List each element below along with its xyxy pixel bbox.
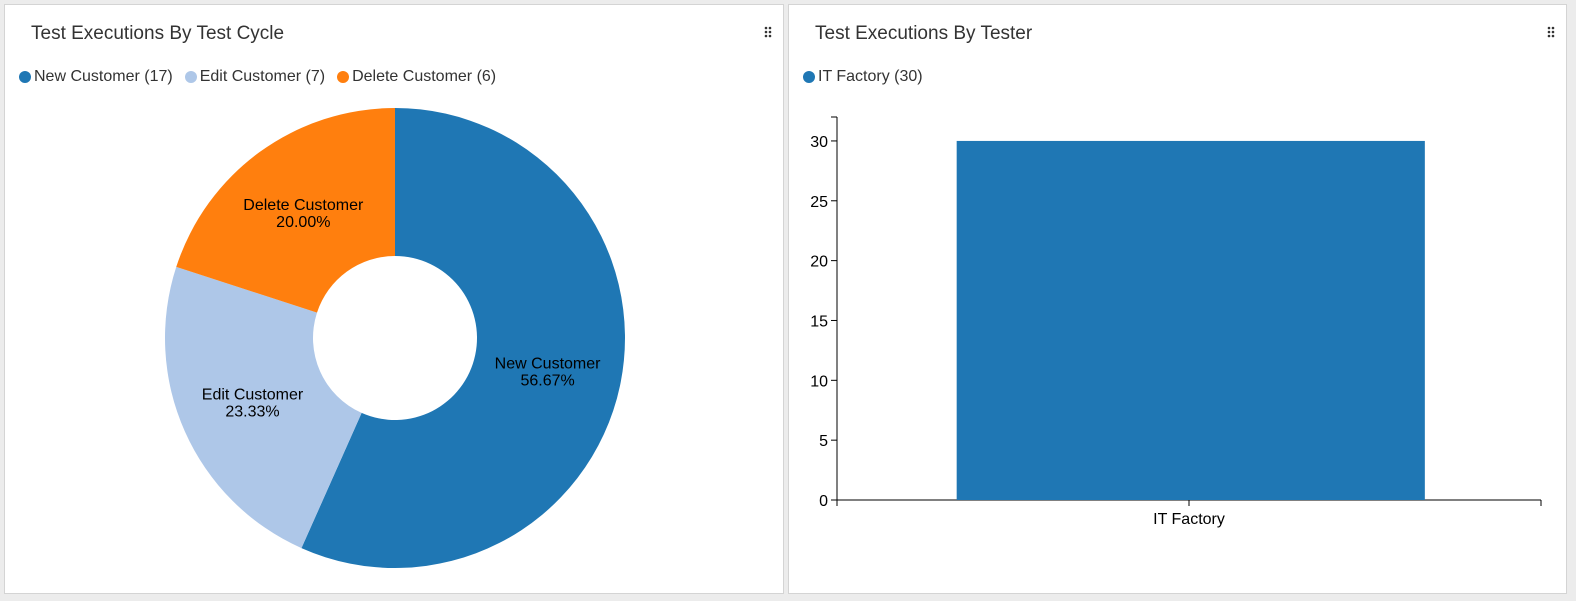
- slice-edit-customer[interactable]: [164, 266, 362, 549]
- legend-label: New Customer (17): [34, 68, 173, 85]
- slice-percent-label: 56.67%: [520, 372, 574, 389]
- y-tick-label: 10: [810, 373, 828, 390]
- y-tick-label: 20: [810, 254, 828, 271]
- bar-chart: 0 5 10 15 20 25 30 IT Factory: [810, 116, 1542, 528]
- slice-label: Delete Customer: [243, 197, 364, 214]
- y-tick-label: 30: [810, 134, 828, 151]
- y-tick-label: 5: [819, 433, 828, 450]
- legend-item-delete-customer[interactable]: Delete Customer (6): [337, 68, 496, 86]
- legend-dot: [184, 71, 197, 83]
- slice-delete-customer[interactable]: [176, 108, 395, 313]
- panel-title: Test Executions By Test Cycle: [31, 23, 285, 44]
- panel-title: Test Executions By Tester: [815, 23, 1033, 44]
- slice-percent-label: 20.00%: [276, 214, 330, 231]
- bar-it-factory[interactable]: [956, 140, 1425, 500]
- legend-dot: [337, 71, 350, 83]
- legend-item-it-factory[interactable]: IT Factory (30): [803, 68, 923, 86]
- drag-handle-icon[interactable]: [1546, 25, 1556, 39]
- slice-label: Edit Customer: [202, 386, 304, 403]
- y-tick-label: 25: [810, 194, 828, 211]
- test-cycle-panel: Test Executions By Test Cycle New Custom…: [4, 4, 784, 594]
- tester-panel: Test Executions By Tester IT Factory (30…: [788, 4, 1567, 594]
- x-tick-label: IT Factory: [1153, 511, 1225, 528]
- legend-label: IT Factory (30): [818, 68, 923, 85]
- drag-handle-icon[interactable]: [763, 25, 773, 39]
- legend-dot: [19, 71, 31, 83]
- legend-dot: [803, 71, 815, 83]
- chart-legend: New Customer (17) Edit Customer (7) Dele…: [19, 68, 496, 86]
- legend-label: Delete Customer (6): [352, 68, 497, 85]
- legend-item-edit-customer[interactable]: Edit Customer (7): [184, 68, 326, 86]
- chart-legend: IT Factory (30): [803, 68, 923, 86]
- legend-label: Edit Customer (7): [199, 68, 326, 85]
- y-tick-label: 0: [819, 493, 828, 510]
- slice-percent-label: 23.33%: [225, 403, 279, 420]
- slice-new-customer[interactable]: [301, 108, 625, 568]
- y-tick-label: 15: [810, 313, 828, 330]
- legend-item-new-customer[interactable]: New Customer (17): [19, 68, 173, 86]
- slice-label: New Customer: [495, 355, 601, 372]
